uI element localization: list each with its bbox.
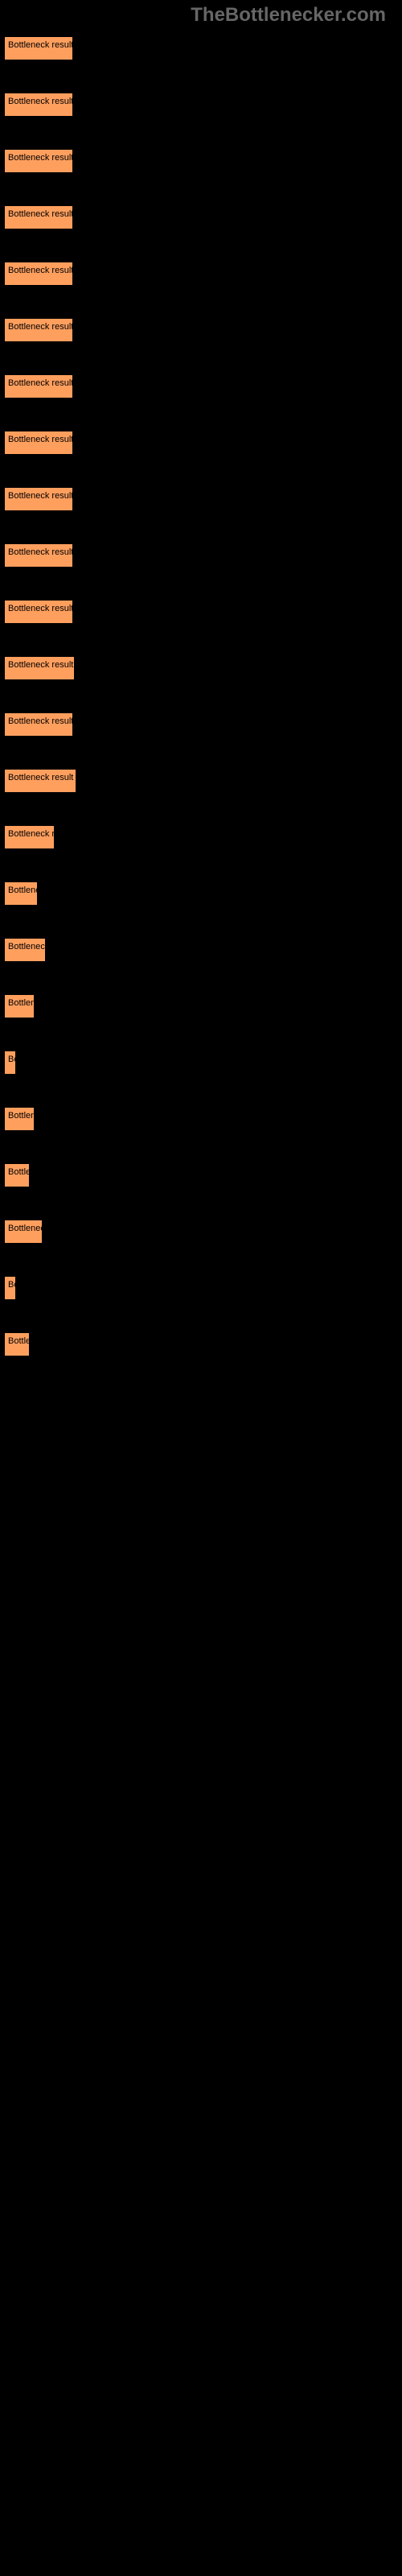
bar-row: Bo <box>4 1038 398 1083</box>
bar-label: Bottleneck re <box>8 829 59 839</box>
bar-row: Bottleneck result <box>4 193 398 237</box>
bar-row: Bottleneck result <box>4 644 398 688</box>
bar-row: Bottlen <box>4 1095 398 1139</box>
bar-row: Bottleneck result <box>4 362 398 407</box>
bar-label: Bottle <box>8 1167 31 1177</box>
bar-label: Bottlene <box>8 886 40 895</box>
bar-row: Bottleneck result <box>4 80 398 125</box>
bar-row: Bottlen <box>4 982 398 1026</box>
bar-label: Bottleneck result <box>8 153 73 163</box>
bar-label: Bottleneck result <box>8 209 73 219</box>
bar-label: Bo <box>8 1280 18 1290</box>
bar-label: Bottleneck result <box>8 266 73 275</box>
bar-row: Bottleneck result <box>4 419 398 463</box>
bar-label: Bottleneck result <box>8 604 73 613</box>
bar-label: Bottleneck result <box>8 773 73 782</box>
bar-row: Bottlenec <box>4 1208 398 1252</box>
bar-label: Bottleneck result <box>8 97 73 106</box>
bar-label: Bottleneck <box>8 942 49 952</box>
bar-row: Bottlene <box>4 869 398 914</box>
bar-row: Bottleneck result <box>4 588 398 632</box>
bar-label: Bottleneck result <box>8 660 73 670</box>
bar-row: Bottleneck result <box>4 700 398 745</box>
bar-row: Bottleneck result <box>4 137 398 181</box>
bar-label: Bottleneck result <box>8 322 73 332</box>
bar-row: Bottleneck result <box>4 250 398 294</box>
bar-row: Bottleneck <box>4 926 398 970</box>
bar-label: Bottleneck result <box>8 40 73 50</box>
bar-label: Bottlen <box>8 998 35 1008</box>
bar-label: Bottle <box>8 1336 31 1346</box>
bar-row: Bottleneck result <box>4 475 398 519</box>
bar-row: Bottleneck re <box>4 813 398 857</box>
bar-label: Bottleneck result <box>8 378 73 388</box>
site-logo: TheBottlenecker.com <box>191 4 386 27</box>
bar-row: Bottle <box>4 1151 398 1195</box>
bar-row: Bottleneck result <box>4 24 398 68</box>
bar-row: Bottle <box>4 1320 398 1364</box>
bar-label: Bottlenec <box>8 1224 45 1233</box>
bar-label: Bottleneck result <box>8 491 73 501</box>
bar-label: Bottlen <box>8 1111 35 1121</box>
bar-row: Bottleneck result <box>4 306 398 350</box>
bar-row: Bo <box>4 1264 398 1308</box>
bar-row: Bottleneck result <box>4 757 398 801</box>
bar-label: Bottleneck result <box>8 435 73 444</box>
bar-chart: Bottleneck result Bottleneck result Bottle… <box>4 24 398 1377</box>
bar-row: Bottleneck result <box>4 531 398 576</box>
bar-label: Bo <box>8 1055 18 1064</box>
bar-label: Bottleneck result <box>8 716 73 726</box>
bar-label: Bottleneck result <box>8 547 73 557</box>
